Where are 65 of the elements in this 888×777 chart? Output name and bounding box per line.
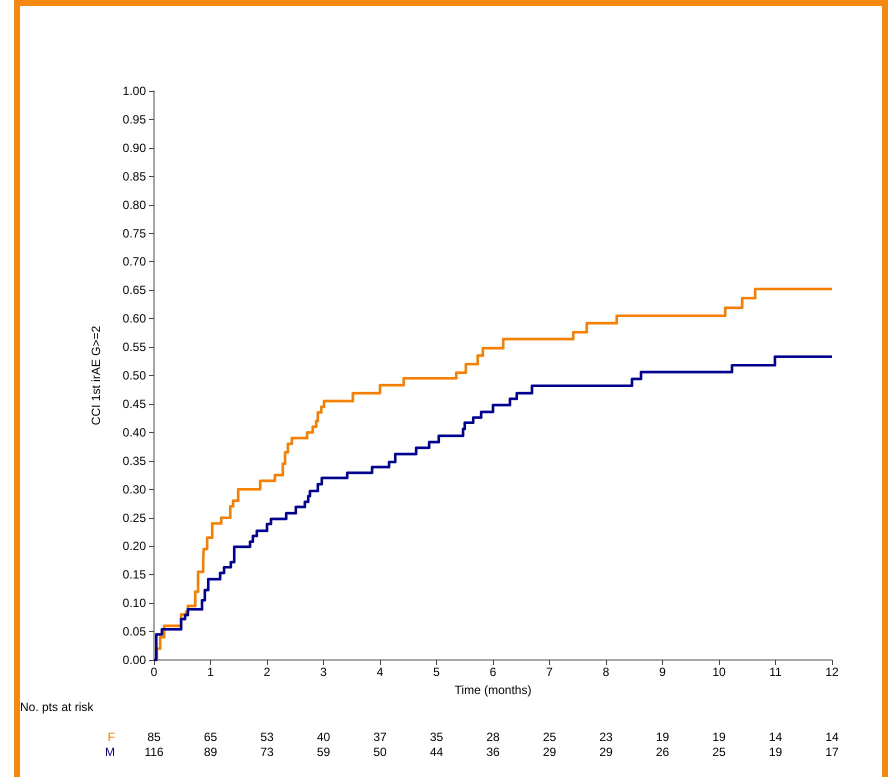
text: 19 (656, 730, 670, 744)
text: 17 (825, 745, 839, 759)
text: 28 (486, 730, 500, 744)
text: 73 (260, 745, 274, 759)
y-tick-label: 0.15 (122, 568, 146, 582)
text: 19 (768, 745, 782, 759)
text: 59 (316, 745, 330, 759)
x-tick-label: 2 (264, 665, 271, 679)
text: 25 (542, 730, 556, 744)
y-tick-label: 0.30 (122, 482, 146, 496)
x-tick-label: 9 (659, 665, 666, 679)
y-tick-label: 0.70 (122, 254, 146, 269)
y-axis-title: CCI 1st irAE G>=2 (89, 325, 103, 426)
text: 89 (204, 745, 218, 759)
x-tick-label: 8 (602, 665, 610, 679)
y-tick-label: 0.00 (122, 653, 146, 667)
y-tick-label: 0.50 (122, 368, 146, 382)
text: 44 (430, 745, 444, 759)
text: 14 (768, 730, 782, 744)
x-tick-label: 6 (490, 665, 497, 679)
x-tick-label: 0 (150, 665, 158, 679)
y-tick-label: 0.05 (122, 624, 146, 639)
x-tick-label: 10 (712, 665, 726, 679)
text: F (108, 730, 115, 744)
y-tick-label: 0.10 (122, 596, 146, 610)
y-tick-label: 0.85 (122, 169, 146, 184)
y-tick-label: 0.20 (122, 539, 146, 554)
y-tick-label: 0.35 (122, 454, 146, 468)
x-tick-label: 5 (433, 665, 440, 679)
x-tick-label: 3 (320, 665, 328, 679)
y-tick-label: 0.75 (122, 226, 146, 240)
text: No. pts at risk (20, 700, 94, 714)
y-tick-label: 1.00 (122, 84, 146, 98)
text: 40 (316, 730, 330, 744)
text: 19 (712, 730, 726, 744)
text: 116 (144, 745, 164, 759)
text: 85 (147, 730, 161, 744)
text: 26 (656, 745, 670, 759)
text: M (105, 745, 115, 759)
text: 50 (373, 745, 387, 759)
x-tick-label: 12 (825, 665, 839, 679)
x-axis-title: Time (months) (454, 683, 532, 697)
text: 53 (260, 730, 274, 744)
text: 29 (599, 745, 613, 759)
text: 29 (542, 745, 556, 759)
text: 65 (204, 730, 218, 744)
y-tick-label: 0.80 (122, 198, 146, 212)
text: 23 (599, 730, 613, 744)
y-tick-label: 0.55 (122, 340, 146, 354)
y-tick-label: 0.65 (122, 283, 146, 298)
text: 35 (430, 730, 444, 744)
y-tick-label: 0.40 (122, 425, 146, 440)
y-tick-label: 0.45 (122, 396, 146, 411)
text: 37 (373, 730, 387, 744)
x-tick-label: 7 (546, 665, 554, 679)
y-tick-label: 0.95 (122, 112, 146, 126)
text: 36 (486, 745, 500, 759)
x-tick-label: 4 (376, 665, 384, 679)
y-tick-label: 0.60 (122, 312, 146, 326)
text: 25 (712, 745, 726, 759)
x-tick-label: 1 (207, 665, 214, 679)
text: 14 (825, 730, 839, 744)
y-tick-label: 0.25 (122, 510, 146, 525)
y-tick-label: 0.90 (122, 140, 146, 155)
x-tick-label: 11 (769, 665, 782, 679)
